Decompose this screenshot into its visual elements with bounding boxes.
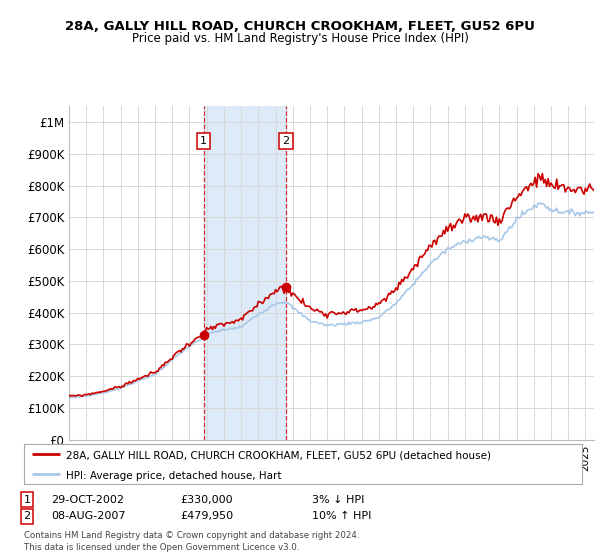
Text: 08-AUG-2007: 08-AUG-2007 [51,511,125,521]
Text: 3% ↓ HPI: 3% ↓ HPI [312,494,364,505]
Text: Price paid vs. HM Land Registry's House Price Index (HPI): Price paid vs. HM Land Registry's House … [131,32,469,45]
Text: £479,950: £479,950 [180,511,233,521]
Text: Contains HM Land Registry data © Crown copyright and database right 2024.
This d: Contains HM Land Registry data © Crown c… [24,531,359,552]
Text: £330,000: £330,000 [180,494,233,505]
Text: HPI: Average price, detached house, Hart: HPI: Average price, detached house, Hart [66,470,281,480]
Text: 1: 1 [200,136,207,146]
Text: 28A, GALLY HILL ROAD, CHURCH CROOKHAM, FLEET, GU52 6PU (detached house): 28A, GALLY HILL ROAD, CHURCH CROOKHAM, F… [66,450,491,460]
Text: 1: 1 [23,494,31,505]
Text: 28A, GALLY HILL ROAD, CHURCH CROOKHAM, FLEET, GU52 6PU: 28A, GALLY HILL ROAD, CHURCH CROOKHAM, F… [65,20,535,32]
Text: 2: 2 [283,136,289,146]
Bar [204,106,286,440]
Text: 10% ↑ HPI: 10% ↑ HPI [312,511,371,521]
Text: 29-OCT-2002: 29-OCT-2002 [51,494,124,505]
Text: 2: 2 [23,511,31,521]
